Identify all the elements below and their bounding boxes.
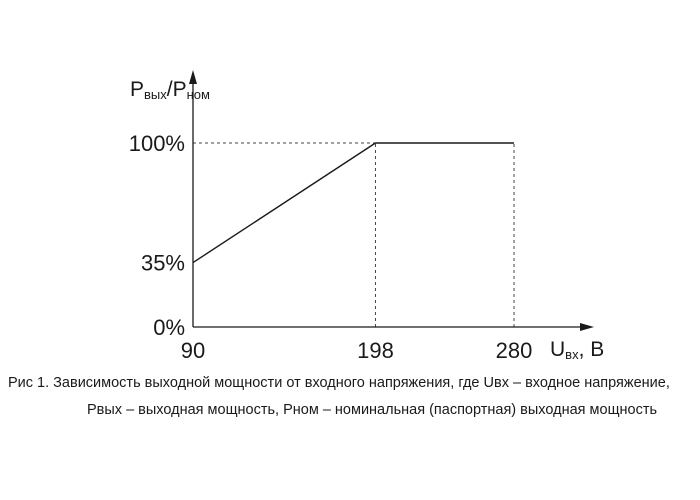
y-axis-label-sep: /P xyxy=(167,78,187,101)
y-tick-label-35: 35% xyxy=(141,251,185,276)
x-axis-arrow xyxy=(580,323,594,331)
x-tick-label-280: 280 xyxy=(496,338,533,363)
figure-caption-line-1: Рис 1. Зависимость выходной мощности от … xyxy=(8,375,670,391)
series xyxy=(192,142,514,264)
tick-labels: 90 198 280 0% 35% 100% xyxy=(129,131,533,363)
x-axis-label-sub: вх xyxy=(565,347,579,362)
x-axis-label-main: U xyxy=(550,338,565,361)
figure-caption-line-2: Рвых – выходная мощность, Рном – номинал… xyxy=(87,402,658,418)
x-axis-label-suffix: , В xyxy=(579,338,605,361)
y-axis-label: Pвых/Pном xyxy=(130,78,210,102)
y-axis-label-main: P xyxy=(130,78,144,101)
axes xyxy=(189,70,594,331)
y-tick-label-0: 0% xyxy=(153,315,185,340)
y-axis-label-sub2: ном xyxy=(187,87,210,102)
reference-lines xyxy=(193,142,515,327)
x-axis-label: Uвх, В xyxy=(550,338,604,362)
x-tick-label-198: 198 xyxy=(357,338,394,363)
x-tick-label-90: 90 xyxy=(181,338,205,363)
y-tick-label-100: 100% xyxy=(129,131,185,156)
y-axis-label-sub1: вых xyxy=(144,87,167,102)
y-axis-arrow xyxy=(189,70,197,84)
series-line-1 xyxy=(192,142,514,264)
